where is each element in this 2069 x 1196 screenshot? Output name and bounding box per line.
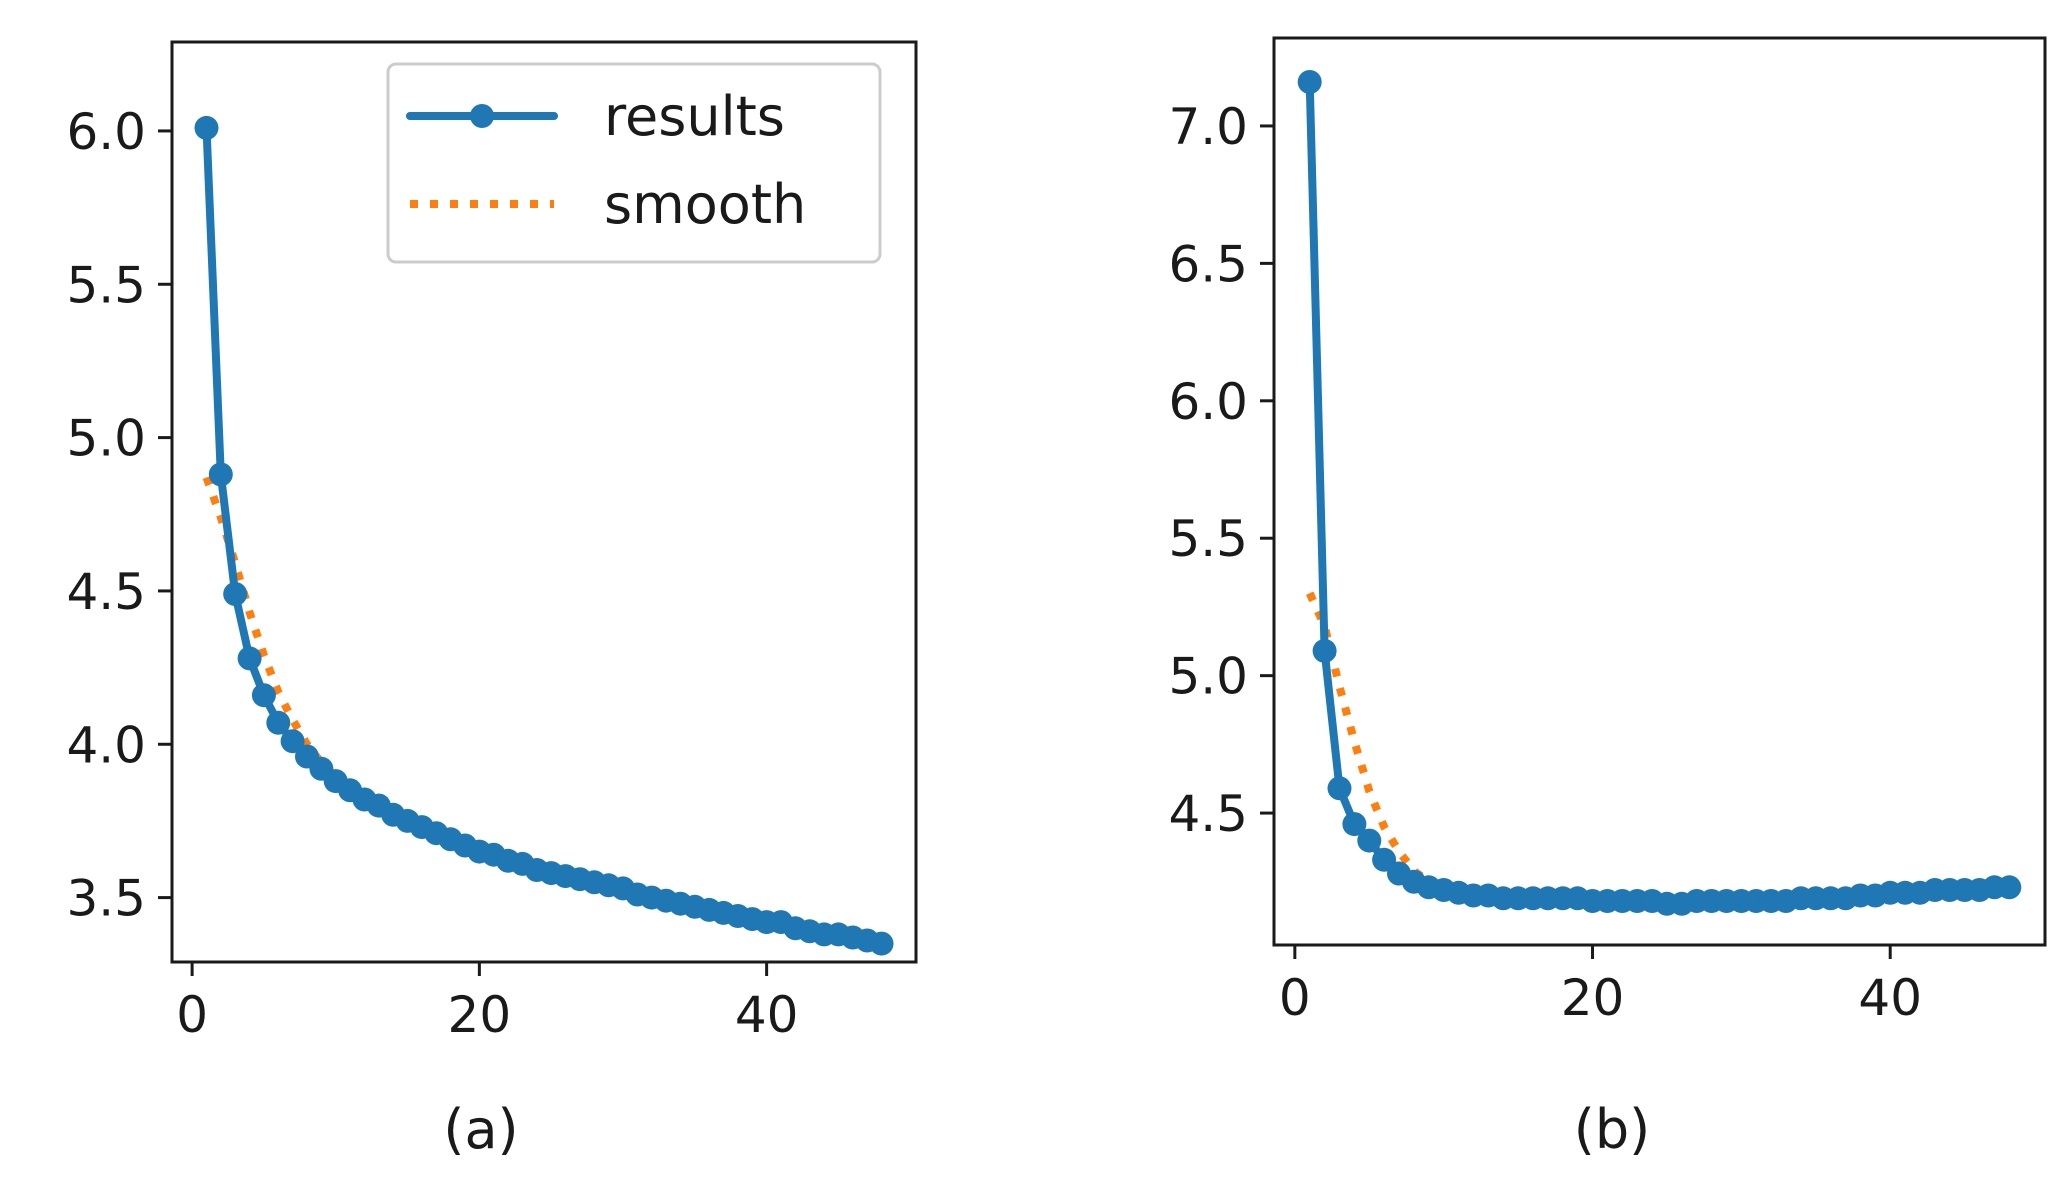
data-point-results [194, 115, 219, 140]
data-point-results [1312, 638, 1337, 663]
y-tick-label: 5.5 [66, 256, 146, 314]
y-tick-label: 5.0 [1168, 648, 1248, 706]
data-point-results [266, 710, 291, 735]
x-tick-label: 40 [1858, 969, 1922, 1027]
y-tick-label: 3.5 [66, 870, 146, 928]
panel-caption: (b) [1574, 1098, 1650, 1161]
legend: results smooth [386, 62, 882, 264]
y-tick-label: 4.0 [66, 716, 146, 774]
data-point-results [251, 683, 276, 708]
legend-label-results: results [604, 85, 785, 148]
data-point-results [280, 729, 305, 754]
y-tick-label: 5.5 [1168, 510, 1248, 568]
x-tick-label: 0 [1279, 969, 1311, 1027]
x-tick-label: 0 [176, 986, 208, 1044]
plot-frame [1272, 36, 2047, 947]
y-tick-label: 6.0 [1168, 373, 1248, 431]
data-point-results [869, 931, 894, 956]
data-point-results [223, 582, 248, 606]
x-tick-label: 20 [448, 986, 512, 1044]
x-tick-label: 40 [735, 986, 799, 1044]
panel-caption: (a) [443, 1098, 518, 1161]
data-point-results [237, 646, 262, 671]
y-tick-label: 6.5 [1168, 235, 1248, 293]
chart-panel-a: 0 20 40 3.5 4.0 4.5 5.0 5.5 6.0 (a) results smooth [66, 40, 918, 1161]
x-tick-label: 20 [1561, 969, 1625, 1027]
y-tick-label: 6.0 [66, 103, 146, 161]
plot-frame [170, 40, 918, 964]
data-point-results [1997, 875, 2022, 900]
legend-label-smooth: smooth [604, 173, 806, 236]
y-tick-label: 5.0 [66, 410, 146, 468]
data-point-results [1297, 70, 1322, 94]
data-point-results [208, 462, 233, 487]
data-point-results [1357, 828, 1382, 853]
data-point-results [1342, 812, 1367, 837]
legend-marker-results [470, 104, 494, 128]
y-tick-label: 4.5 [66, 563, 146, 621]
y-tick-label: 4.5 [1168, 785, 1248, 843]
y-tick-label: 7.0 [1168, 98, 1248, 156]
data-point-results [1327, 776, 1352, 801]
chart-panel-b: 0 20 40 4.5 5.0 5.5 6.0 6.5 7.0 (b) [1168, 36, 2047, 1161]
